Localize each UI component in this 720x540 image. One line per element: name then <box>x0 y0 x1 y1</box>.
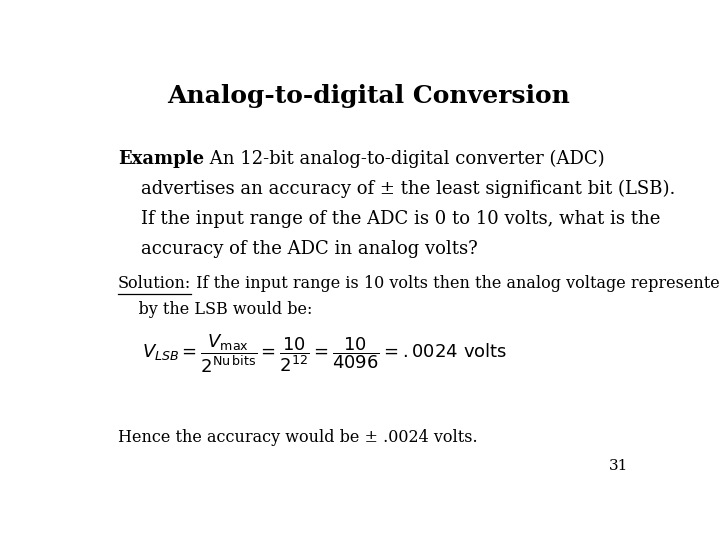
Text: 31: 31 <box>609 459 629 473</box>
Text: advertises an accuracy of ± the least significant bit (LSB).: advertises an accuracy of ± the least si… <box>118 180 675 198</box>
Text: Solution:: Solution: <box>118 275 191 292</box>
Text: If the input range is 10 volts then the analog voltage represented: If the input range is 10 volts then the … <box>191 275 720 292</box>
Text: Hence the accuracy would be ± .0024 volts.: Hence the accuracy would be ± .0024 volt… <box>118 429 477 446</box>
Text: $V_{LSB} = \dfrac{V_{\mathrm{max}}}{2^{\mathrm{Nu\,bits}}} = \dfrac{10}{2^{12}} : $V_{LSB} = \dfrac{V_{\mathrm{max}}}{2^{\… <box>142 333 507 375</box>
Text: If the input range of the ADC is 0 to 10 volts, what is the: If the input range of the ADC is 0 to 10… <box>118 210 660 228</box>
Text: by the LSB would be:: by the LSB would be: <box>118 301 312 318</box>
Text: Example: Example <box>118 150 204 168</box>
Text: Analog-to-digital Conversion: Analog-to-digital Conversion <box>168 84 570 107</box>
Text: accuracy of the ADC in analog volts?: accuracy of the ADC in analog volts? <box>118 240 477 258</box>
Text: An 12-bit analog-to-digital converter (ADC): An 12-bit analog-to-digital converter (A… <box>204 150 605 168</box>
